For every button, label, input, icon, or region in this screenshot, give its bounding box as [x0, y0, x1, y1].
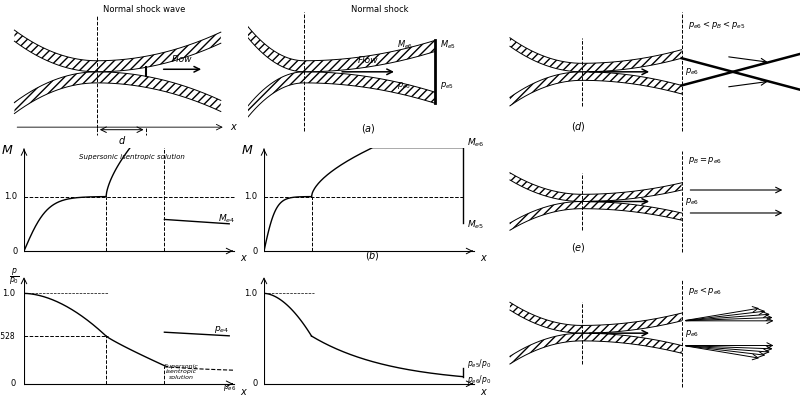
Text: $x$: $x$	[240, 253, 248, 263]
Text: Supersonic isentropic solution: Supersonic isentropic solution	[79, 153, 185, 160]
Text: $p_{e6}$: $p_{e6}$	[685, 66, 699, 77]
Text: Supersonic
isentropic
solution: Supersonic isentropic solution	[164, 363, 199, 380]
Text: 0.528: 0.528	[0, 332, 15, 341]
Text: $M_{e5}$: $M_{e5}$	[467, 219, 484, 231]
Text: 1.0: 1.0	[244, 289, 258, 298]
Text: $p_{e6}$: $p_{e6}$	[685, 196, 699, 207]
Text: 1.0: 1.0	[244, 192, 258, 201]
Text: Normal shock wave: Normal shock wave	[103, 5, 185, 14]
Text: $M_{e4}$: $M_{e4}$	[218, 212, 236, 225]
Text: $(d)$: $(d)$	[570, 120, 586, 133]
Text: 0: 0	[252, 379, 258, 388]
Text: 0: 0	[10, 379, 15, 388]
Text: 0: 0	[12, 247, 18, 255]
Text: Flow: Flow	[358, 56, 378, 65]
Text: $p_{e6}$: $p_{e6}$	[685, 328, 699, 339]
Text: $\frac{p}{p_0}$: $\frac{p}{p_0}$	[9, 267, 20, 288]
Text: $p_{e6} < p_B < p_{e5}$: $p_{e6} < p_B < p_{e5}$	[687, 19, 745, 31]
Text: $p_{e6}$: $p_{e6}$	[397, 80, 411, 91]
Text: $p_B < p_{e6}$: $p_B < p_{e6}$	[687, 285, 722, 297]
Text: 1.0: 1.0	[2, 289, 15, 298]
Text: $p_B = p_{e6}$: $p_B = p_{e6}$	[687, 155, 722, 166]
Text: $x$: $x$	[240, 387, 248, 397]
Text: $M_{e6}$: $M_{e6}$	[467, 137, 485, 150]
Text: $x$: $x$	[480, 387, 488, 397]
Text: $p_{e6}$: $p_{e6}$	[222, 382, 236, 393]
Text: $M$: $M$	[1, 144, 13, 157]
Text: $p_{e5}/p_0$: $p_{e5}/p_0$	[467, 357, 491, 370]
Text: $p_{e6}/p_0$: $p_{e6}/p_0$	[467, 373, 491, 386]
Text: $M$: $M$	[241, 144, 253, 157]
Text: 0: 0	[252, 247, 258, 255]
Text: $(b)$: $(b)$	[365, 249, 379, 262]
Text: 1.0: 1.0	[4, 192, 18, 201]
Text: $(e)$: $(e)$	[570, 241, 586, 254]
Text: $M_{e5}$: $M_{e5}$	[440, 39, 456, 51]
Text: Normal shock: Normal shock	[351, 5, 409, 14]
Text: $(a)$: $(a)$	[361, 122, 375, 135]
Text: $d$: $d$	[118, 134, 126, 146]
Text: $x$: $x$	[480, 253, 488, 263]
Text: $p_{e4}$: $p_{e4}$	[214, 324, 230, 335]
Text: $M_{e6}$: $M_{e6}$	[397, 39, 413, 51]
Text: $p_{e5}$: $p_{e5}$	[440, 80, 454, 91]
Text: Flow: Flow	[172, 55, 193, 63]
Text: $x$: $x$	[230, 122, 238, 132]
